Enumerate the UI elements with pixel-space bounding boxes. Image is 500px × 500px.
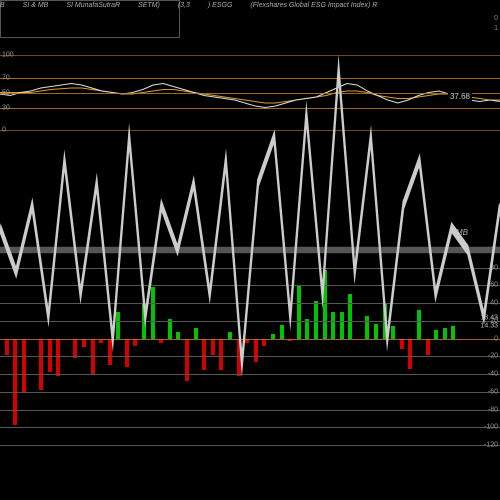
- mini-line: [0, 0, 500, 500]
- mini-y-label: 1: [494, 25, 498, 32]
- mini-panel: 01: [0, 0, 180, 38]
- mini-y-label: 0: [494, 15, 498, 22]
